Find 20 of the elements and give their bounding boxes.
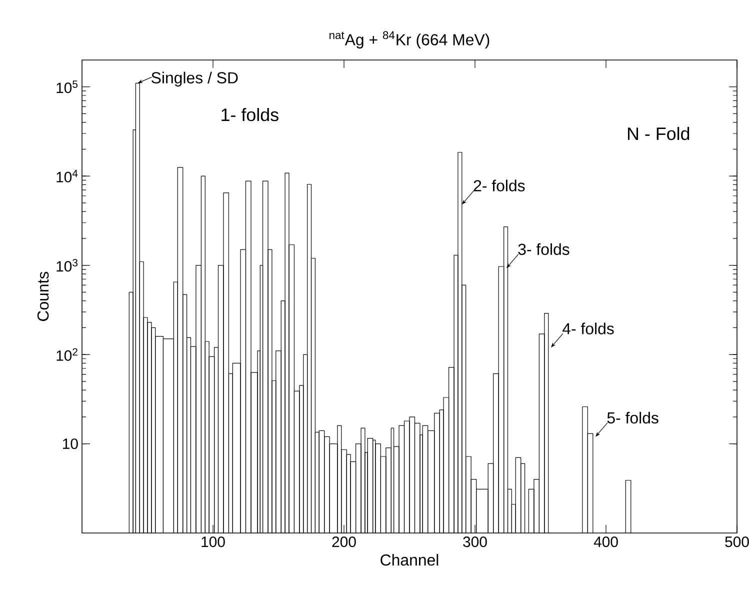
y-axis-title: Counts bbox=[37, 272, 49, 321]
annotation: 5- folds bbox=[607, 412, 658, 424]
x-tick-label: 100 bbox=[202, 536, 225, 548]
y-tick-label: 10$^{5}$ bbox=[56, 80, 78, 94]
annotation: N - Fold bbox=[628, 126, 690, 140]
x-tick-label: 200 bbox=[332, 536, 356, 548]
annotation: Singles / SD bbox=[152, 72, 238, 87]
x-tick-label: 500 bbox=[725, 536, 749, 548]
y-tick-label: 10$^{3}$ bbox=[56, 258, 78, 272]
x-tick-label: 300 bbox=[463, 536, 487, 548]
y-tick-label: 10$^{2}$ bbox=[56, 348, 78, 361]
y-tick-label: 10 bbox=[63, 438, 78, 450]
annotation: 3- folds bbox=[518, 243, 570, 255]
annotation: 4- folds bbox=[562, 322, 614, 334]
annotation: 1- folds bbox=[222, 108, 278, 122]
chart-title: $^{nat}$Ag + $^{84}$Kr (664 MeV) bbox=[330, 31, 490, 49]
y-tick-label: 10$^{4}$ bbox=[56, 170, 78, 182]
x-axis-title: Channel bbox=[380, 554, 438, 566]
annotation: 2- folds bbox=[474, 180, 525, 192]
x-tick-label: 400 bbox=[594, 536, 618, 548]
